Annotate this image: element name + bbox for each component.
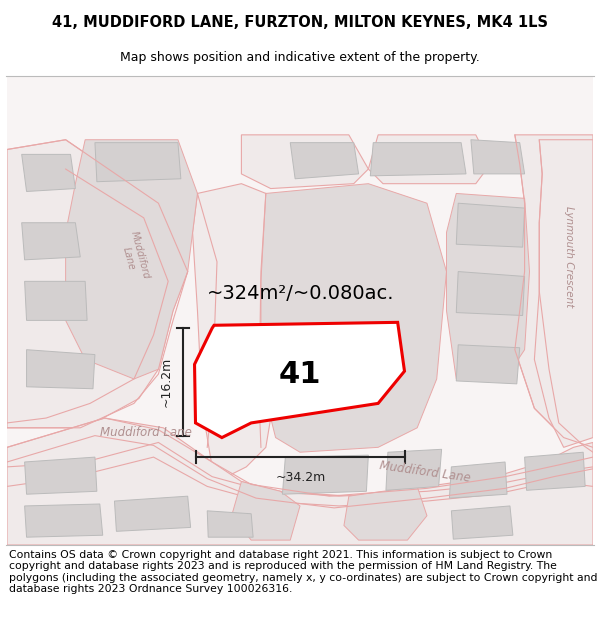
Polygon shape [115,496,191,531]
Polygon shape [241,135,368,189]
Polygon shape [456,271,524,316]
Text: Muddiford Lane: Muddiford Lane [100,426,191,439]
Polygon shape [456,203,524,247]
Polygon shape [194,322,404,437]
Polygon shape [386,449,442,490]
Text: Muddiford Lane: Muddiford Lane [378,459,471,484]
Polygon shape [7,418,593,545]
Text: ~324m²/~0.080ac.: ~324m²/~0.080ac. [207,284,395,302]
Text: 41, MUDDIFORD LANE, FURZTON, MILTON KEYNES, MK4 1LS: 41, MUDDIFORD LANE, FURZTON, MILTON KEYN… [52,16,548,31]
Polygon shape [368,135,490,184]
Polygon shape [207,511,253,537]
Polygon shape [449,462,507,498]
Text: ~34.2m: ~34.2m [275,471,326,484]
Polygon shape [524,452,585,490]
Polygon shape [344,486,427,540]
Polygon shape [290,142,359,179]
Polygon shape [7,140,188,428]
Text: Muddiford
Lane: Muddiford Lane [117,230,151,284]
Polygon shape [95,142,181,182]
Polygon shape [370,142,466,176]
Polygon shape [456,345,520,384]
Polygon shape [25,281,87,321]
Polygon shape [193,184,280,477]
Polygon shape [232,481,300,540]
Text: ~16.2m: ~16.2m [160,357,173,407]
Polygon shape [261,184,446,452]
Polygon shape [451,506,513,539]
Text: Contains OS data © Crown copyright and database right 2021. This information is : Contains OS data © Crown copyright and d… [9,549,598,594]
Polygon shape [7,442,593,506]
Polygon shape [515,135,593,438]
Polygon shape [535,140,593,448]
Polygon shape [26,350,95,389]
Polygon shape [22,154,76,191]
Polygon shape [25,504,103,537]
Text: Lynmouth Crescent: Lynmouth Crescent [563,206,574,308]
Polygon shape [22,222,80,260]
Text: Map shows position and indicative extent of the property.: Map shows position and indicative extent… [120,51,480,64]
Polygon shape [471,140,524,174]
Polygon shape [446,194,529,379]
Text: 41: 41 [279,359,321,389]
Polygon shape [283,455,368,494]
Polygon shape [65,140,197,379]
Polygon shape [25,457,97,494]
